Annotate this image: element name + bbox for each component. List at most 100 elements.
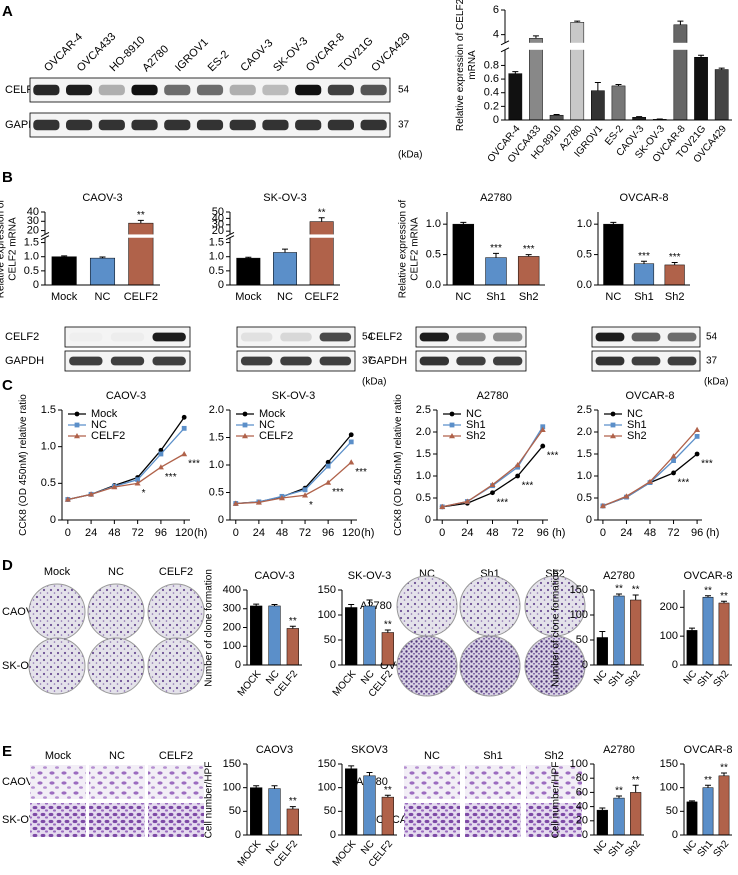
y-tick-label: 20: [27, 224, 39, 236]
x-axis-label: (h): [194, 527, 207, 539]
error-bar: [698, 54, 705, 58]
colony-dish: [28, 583, 86, 641]
significance: **: [318, 207, 326, 218]
error-bar: [282, 248, 288, 253]
colony-dish: [147, 637, 205, 695]
y-tick-label: 50: [324, 634, 336, 646]
y-tick-label: 0: [218, 514, 224, 526]
error-bar: [599, 631, 606, 638]
chart-title: SKOV3: [351, 744, 388, 756]
x-tick-label: Sh2: [623, 668, 643, 689]
error-bar: [721, 600, 727, 603]
column-label: Sh1: [483, 750, 503, 762]
y-tick-label: 0: [582, 659, 588, 671]
y-tick-label: 1.5: [41, 404, 56, 416]
blot-band: [280, 332, 312, 342]
error-bar: [553, 114, 560, 116]
error-bar: [721, 772, 727, 776]
legend-label: NC: [259, 419, 275, 431]
y-tick-label: 150: [570, 584, 588, 596]
x-tick-label: Sh1: [606, 838, 626, 859]
chart-title: A2780: [477, 390, 509, 402]
bar: [596, 637, 608, 666]
bar: [309, 221, 334, 286]
blot-band: [280, 356, 312, 366]
error-bar: [253, 603, 260, 606]
error-bar: [366, 599, 373, 606]
chart-title: OVCAR-8: [684, 570, 733, 582]
error-bar: [271, 603, 278, 606]
blot-band: [319, 332, 352, 342]
legend-label: Sh1: [466, 419, 486, 431]
migration-image: [89, 803, 145, 837]
chart-title: SK-OV-3: [348, 570, 391, 582]
point: [232, 500, 239, 506]
legend-label: Sh2: [466, 430, 486, 442]
column-label: CELF2: [159, 566, 193, 578]
axis-break-mark: [225, 231, 235, 241]
blot-band: [69, 333, 102, 342]
series-line: [442, 429, 544, 508]
blot-band: [419, 332, 449, 342]
blot-strip: [415, 326, 527, 348]
y-tick-label: 150: [318, 584, 336, 596]
blot-band: [631, 356, 661, 366]
bar: [268, 788, 281, 836]
error-bar: [384, 629, 391, 633]
significance: ***: [332, 487, 344, 498]
point: [111, 484, 118, 490]
y-tick-label: 100: [318, 782, 336, 794]
x-tick-label: 24: [461, 527, 473, 539]
y-tick-label: 0.5: [426, 248, 441, 260]
series-line: [602, 435, 698, 507]
bar: [363, 775, 376, 836]
error-bar: [636, 116, 643, 118]
point: [539, 426, 546, 432]
x-tick-label: Sh2: [665, 291, 685, 303]
point: [88, 491, 95, 497]
x-tick-label: 72: [132, 527, 144, 539]
legend-label: Mock: [259, 408, 286, 420]
column-label: NC: [109, 750, 125, 762]
lane-label: SK-OV-3: [271, 35, 310, 74]
y-tick-label: 100: [318, 609, 336, 621]
y-tick-label: 30: [27, 215, 39, 227]
bar: [686, 630, 698, 666]
x-tick-label: Sh1: [695, 668, 715, 689]
x-tick-label: NC: [605, 291, 621, 303]
chart-title: OVCAR-8: [684, 744, 733, 756]
x-tick-label: MOCK: [236, 838, 264, 868]
y-tick-label: 60: [576, 786, 588, 798]
series-line: [442, 445, 544, 508]
bar: [529, 38, 543, 121]
legend-marker: [74, 422, 80, 428]
y-tick-label: 0.5: [41, 477, 56, 489]
y-axis-label: Cell number/HPF: [203, 761, 214, 838]
point: [181, 414, 187, 420]
blot-kda: 54: [398, 85, 410, 96]
point: [157, 464, 164, 470]
blot-unit: (kDa): [704, 377, 728, 388]
point: [348, 439, 354, 445]
y-tick-label: 50: [666, 805, 678, 817]
point: [158, 451, 164, 457]
blot-band: [631, 332, 661, 342]
y-tick-label: 20: [212, 225, 224, 237]
point: [181, 451, 188, 457]
point: [278, 495, 285, 501]
blot-band: [110, 356, 145, 366]
bar: [718, 775, 730, 836]
x-tick-label: Sh1: [606, 668, 626, 689]
y-tick-label: 0.0: [426, 279, 441, 291]
y-tick-label: 1.5: [209, 431, 224, 443]
x-tick-label: Mock: [51, 291, 78, 303]
y-tick-label: 100: [660, 782, 678, 794]
y-tick-label: 100: [223, 782, 241, 794]
x-tick-label: NC: [592, 839, 610, 857]
bar: [268, 605, 281, 666]
blot-band: [360, 119, 387, 131]
y-tick-label: 0: [50, 514, 56, 526]
legend-marker: [242, 422, 248, 428]
point: [540, 443, 546, 449]
